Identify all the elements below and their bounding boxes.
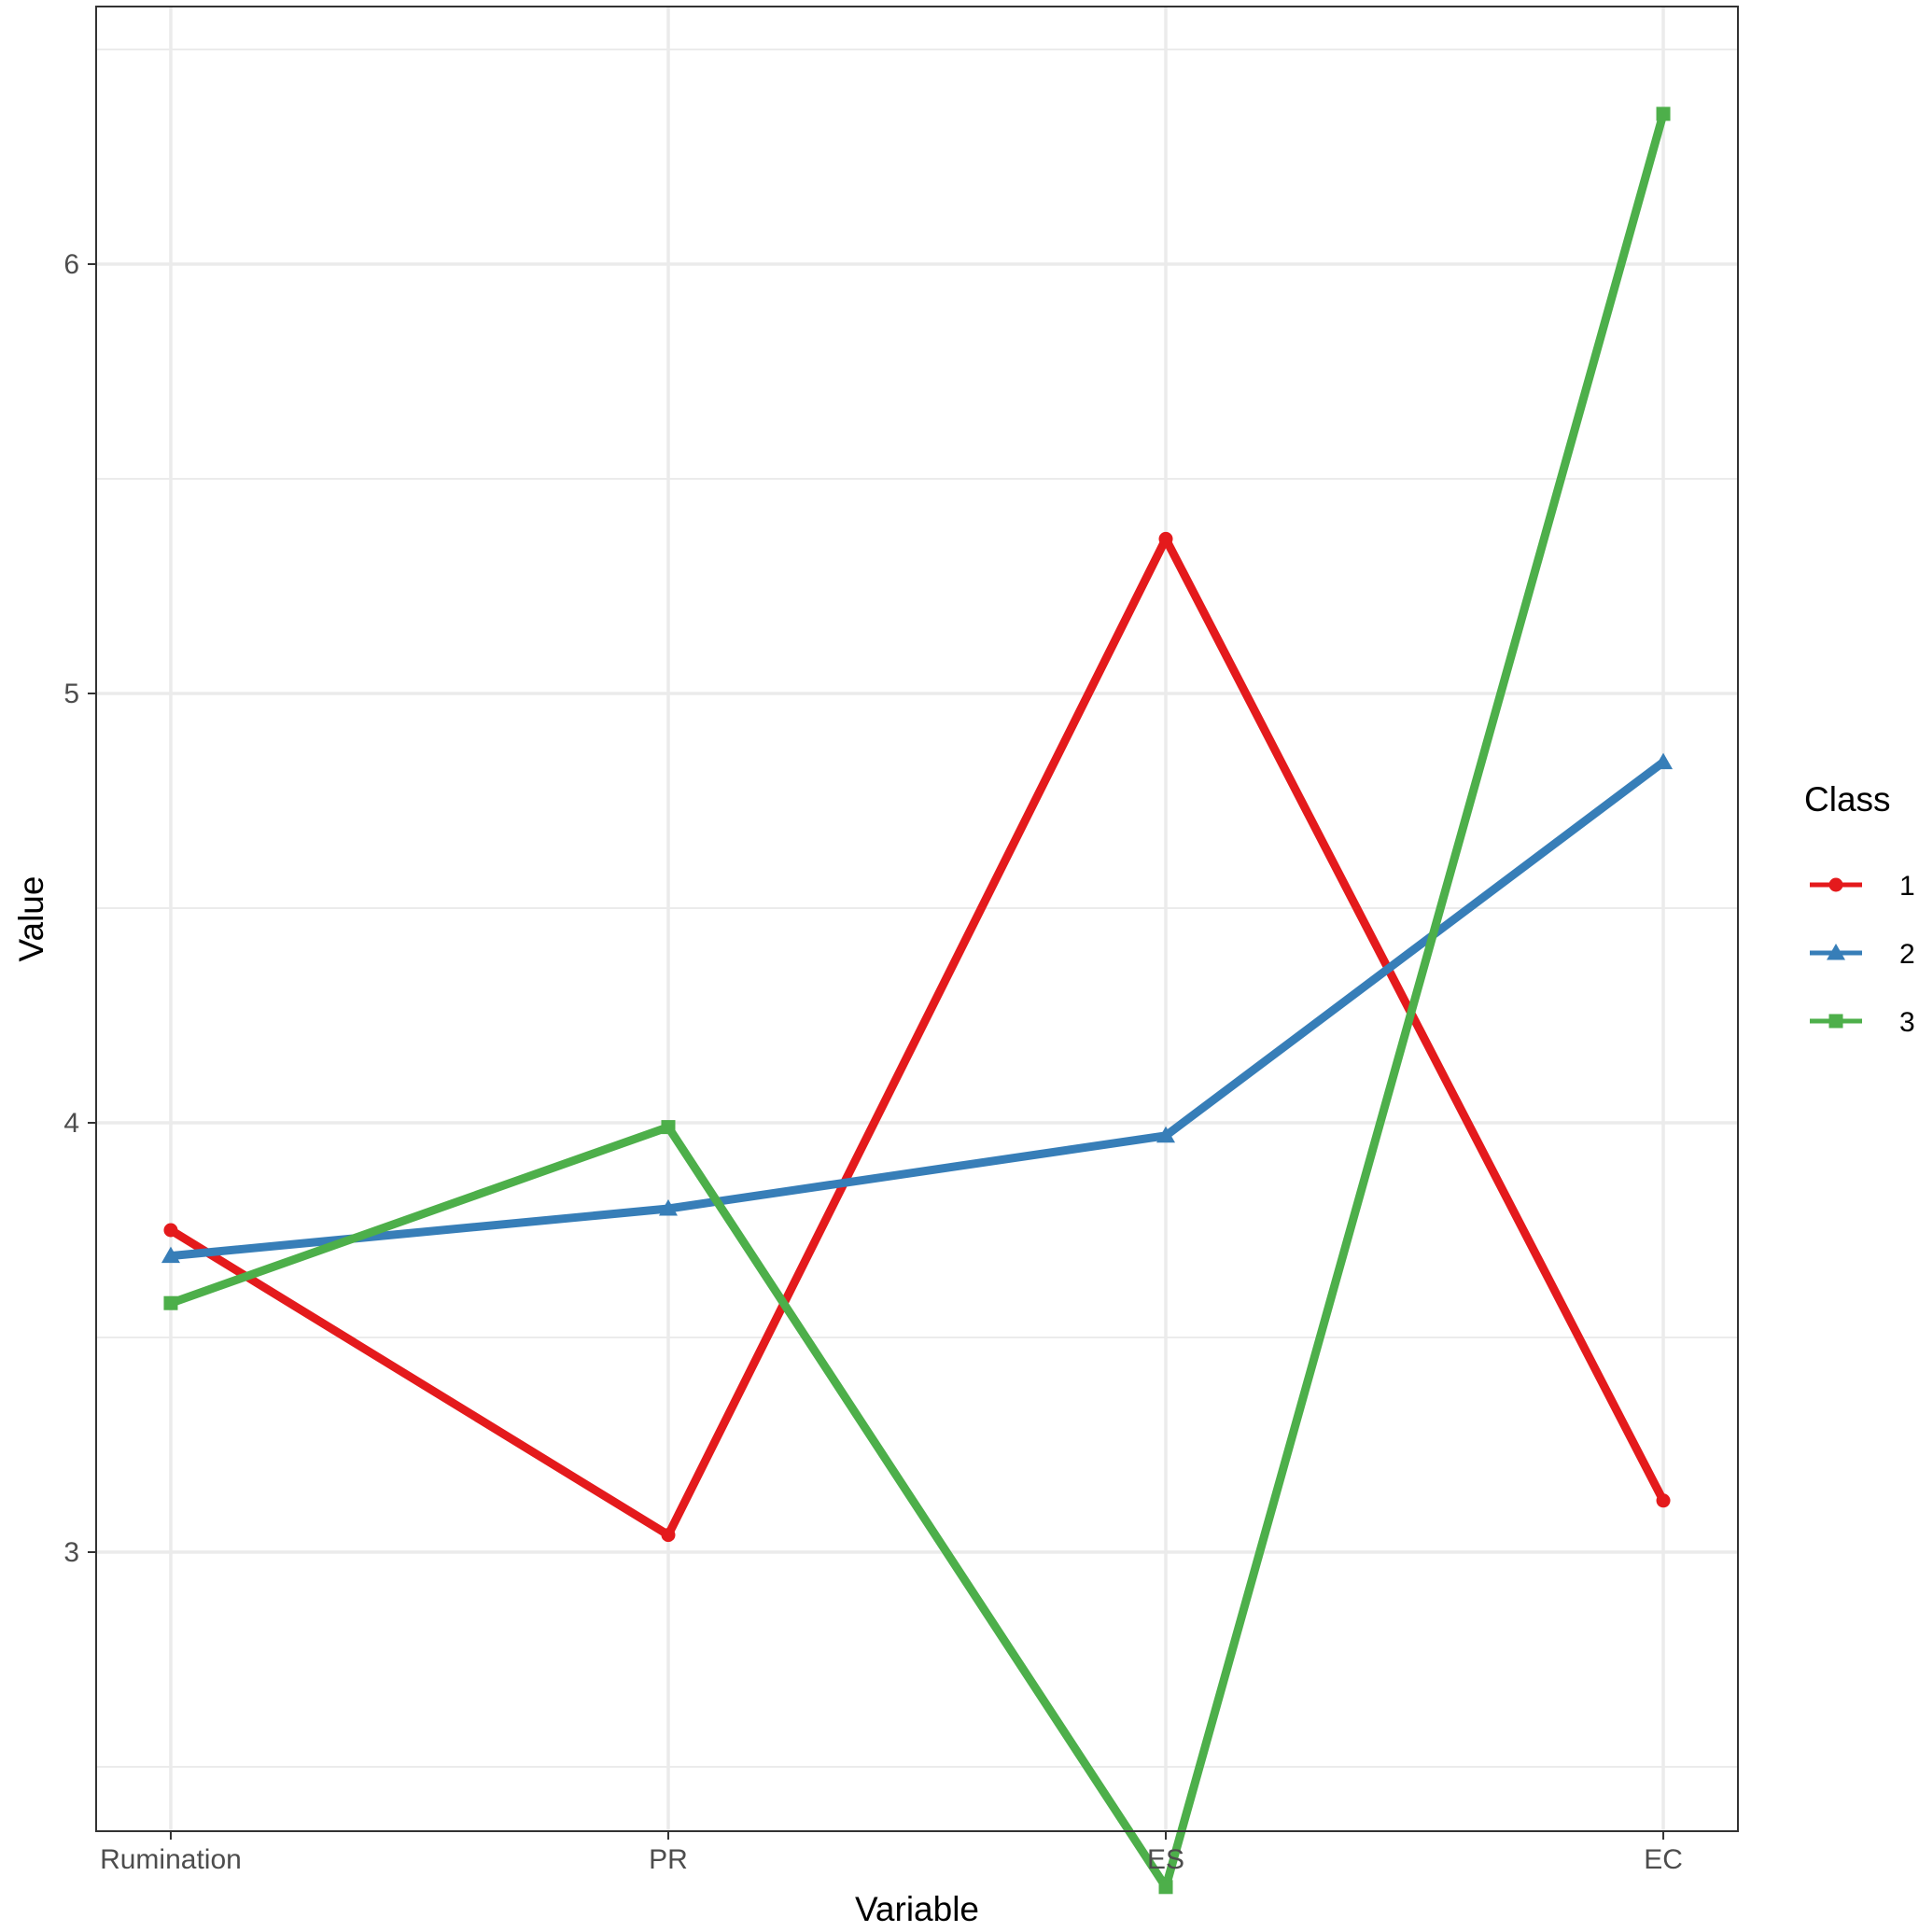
- x-axis-ticks: Rumination PR ES EC: [100, 1831, 1683, 1875]
- x-axis-title: Variable: [855, 1890, 979, 1928]
- legend: Class 1 2 3: [1804, 780, 1915, 1038]
- y-tick-label: 5: [63, 679, 79, 709]
- data-point-class-2: [658, 1199, 678, 1216]
- data-point-class-2: [161, 1246, 180, 1264]
- legend-item-class-3: 3: [1810, 1007, 1915, 1038]
- data-point-class-2: [1156, 1126, 1176, 1143]
- data-point-class-3: [661, 1120, 676, 1135]
- data-point-class-1: [163, 1223, 178, 1238]
- x-tick-label: PR: [649, 1844, 688, 1875]
- x-tick-label: EC: [1644, 1844, 1683, 1875]
- x-tick-label: ES: [1147, 1844, 1184, 1875]
- plot-panel: [96, 7, 1738, 1831]
- series-class-3: [163, 106, 1671, 1895]
- legend-title: Class: [1804, 780, 1891, 819]
- data-point-class-3: [1158, 1880, 1173, 1895]
- y-tick-label: 3: [63, 1537, 79, 1568]
- series-line-class-3: [166, 109, 1668, 1892]
- legend-item-class-1: 1: [1810, 871, 1915, 902]
- data-point-class-2: [1654, 752, 1674, 770]
- series-line-class-2: [166, 758, 1668, 1261]
- legend-key-marker: [1828, 1014, 1843, 1029]
- legend-item-class-2: 2: [1810, 939, 1915, 970]
- y-tick-label: 6: [63, 249, 79, 280]
- data-point-class-1: [1656, 1493, 1671, 1508]
- legend-key-marker: [1828, 877, 1843, 892]
- plot-panel-border: [95, 6, 1739, 1832]
- series-class-2: [161, 752, 1674, 1264]
- legend-key-marker: [1827, 944, 1845, 960]
- x-tick-label: Rumination: [100, 1844, 242, 1875]
- data-point-class-3: [163, 1295, 178, 1310]
- data-point-class-3: [1656, 106, 1671, 121]
- legend-label: 1: [1899, 871, 1915, 902]
- data-point-class-1: [661, 1528, 676, 1543]
- y-tick-label: 4: [63, 1108, 79, 1139]
- legend-label: 3: [1899, 1007, 1915, 1038]
- data-point-class-1: [1158, 531, 1173, 546]
- y-axis-ticks: 3 4 5 6: [63, 249, 96, 1568]
- legend-label: 2: [1899, 939, 1915, 970]
- series-line-class-1: [166, 534, 1668, 1540]
- legend-items: 1 2 3: [1810, 871, 1915, 1038]
- series-lines: [161, 106, 1674, 1895]
- series-class-1: [163, 531, 1671, 1543]
- y-axis-title: Value: [12, 876, 50, 962]
